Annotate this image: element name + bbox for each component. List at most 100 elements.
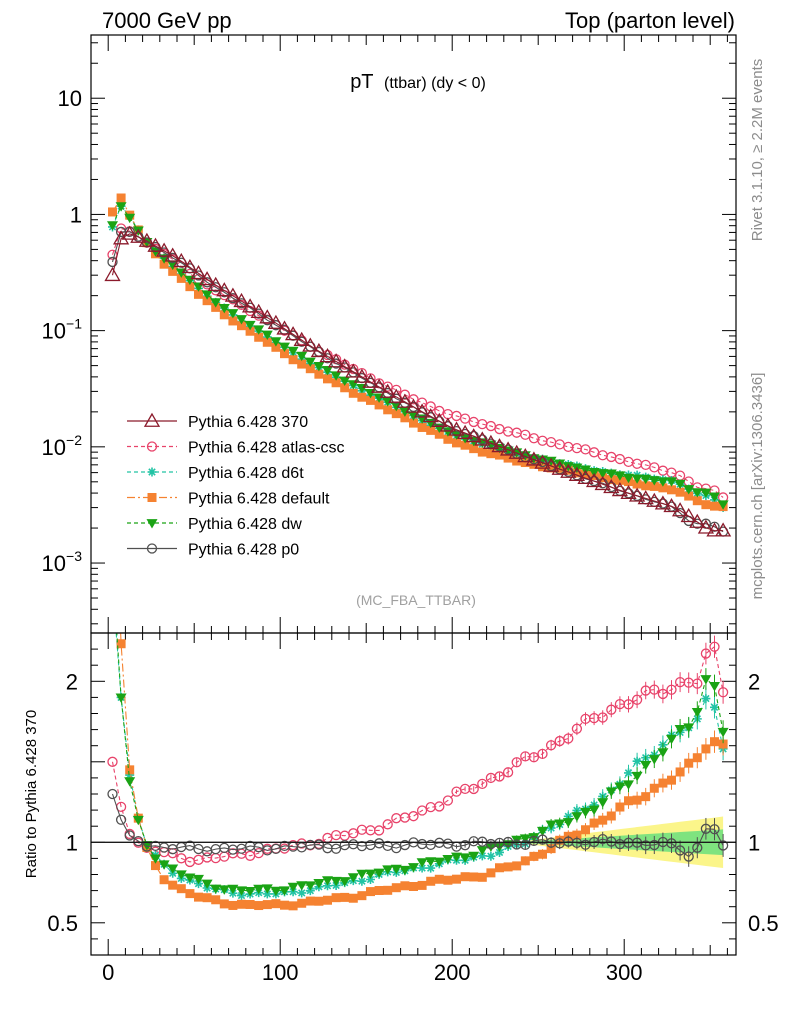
data-point-370 <box>654 495 672 510</box>
data-point-370 <box>611 481 629 497</box>
ratio-point-default <box>581 825 590 835</box>
ratio-point-p0 <box>348 839 359 850</box>
ratio-point-default <box>589 818 599 828</box>
ratio-point-dw <box>356 869 368 880</box>
ratio-point-atlas-csc <box>382 819 393 830</box>
ratio-point-dw <box>365 869 376 880</box>
ratio-point-atlas-csc <box>107 756 118 767</box>
ratio-point-default <box>718 739 728 749</box>
ratio-point-atlas-csc <box>408 811 419 822</box>
data-point-370 <box>345 363 362 378</box>
ratio-point-p0 <box>115 814 127 825</box>
ratio-point-dw <box>132 815 144 826</box>
data-point-370 <box>491 438 508 453</box>
data-point-default <box>254 332 264 342</box>
ratio-point-default <box>116 639 126 649</box>
legend-entry-p0: Pythia 6.428 p0 <box>127 542 299 559</box>
ratio-point-p0 <box>459 840 471 851</box>
data-point-370 <box>517 448 534 463</box>
ratio-point-default <box>348 893 358 903</box>
x-tick-label: 300 <box>606 960 643 985</box>
data-point-370 <box>577 469 594 485</box>
ratio-point-dw <box>623 780 634 790</box>
legend-label: Pythia 6.428 default <box>188 491 330 508</box>
data-point-p0 <box>107 256 118 268</box>
ratio-y-tick-label-right: 0.5 <box>748 911 779 936</box>
legend-marker <box>147 467 157 477</box>
ratio-point-atlas-csc <box>511 757 522 768</box>
ratio-point-dw <box>640 761 652 771</box>
ratio-point-default <box>606 811 616 821</box>
series-370 <box>104 225 732 537</box>
ratio-point-default <box>710 737 719 747</box>
ratio-point-p0 <box>287 841 299 852</box>
ratio-point-d6t <box>125 770 135 780</box>
ratio-point-default <box>641 792 651 802</box>
ratio-point-dw <box>537 826 548 837</box>
ratio-point-dw <box>347 873 359 883</box>
data-point-atlas-csc <box>399 389 411 400</box>
data-point-atlas-csc <box>511 427 522 438</box>
ratio-point-atlas-csc <box>459 783 471 795</box>
ratio-point-default <box>366 887 375 897</box>
data-point-default <box>692 496 702 506</box>
data-point-370 <box>130 228 147 243</box>
ratio-point-default <box>280 900 289 910</box>
ratio-point-atlas-csc <box>717 687 729 698</box>
data-point-default <box>452 438 461 448</box>
ratio-point-atlas-csc <box>330 829 342 841</box>
ratio-point-dw <box>313 879 325 889</box>
data-point-370 <box>689 513 706 528</box>
data-point-default <box>460 440 470 450</box>
data-point-default <box>168 266 178 276</box>
ratio-point-atlas-csc <box>709 641 720 652</box>
data-point-dw <box>648 476 660 486</box>
ratio-point-default <box>443 875 453 885</box>
ratio-point-default <box>692 753 702 763</box>
data-point-default <box>667 485 676 495</box>
ratio-point-dw <box>545 820 557 830</box>
ratio-point-p0 <box>124 830 135 841</box>
data-point-370 <box>646 492 663 507</box>
ratio-point-dw <box>322 876 333 886</box>
main-y-tick-labels: 10 1 10−1 10−2 10−3 <box>42 86 83 576</box>
legend-marker <box>146 543 158 554</box>
data-point-370 <box>336 358 353 373</box>
ratio-point-default <box>374 886 384 896</box>
data-point-p0 <box>537 456 548 468</box>
data-point-default <box>219 310 229 320</box>
main-y-tick-label: 10−1 <box>42 316 83 344</box>
ratio-point-dw <box>279 886 290 896</box>
ratio-point-dw <box>236 886 247 896</box>
ratio-point-dw <box>648 755 660 765</box>
data-point-370 <box>482 434 500 449</box>
ratio-point-atlas-csc <box>545 740 557 751</box>
legend-label: Pythia 6.428 atlas-csc <box>188 440 345 457</box>
ratio-point-d6t <box>486 851 496 861</box>
ratio-point-atlas-csc <box>520 751 531 762</box>
data-point-370 <box>112 230 130 245</box>
ratio-point-dw <box>571 812 583 822</box>
ratio-point-atlas-csc <box>373 825 385 836</box>
data-point-atlas-csc <box>606 451 617 463</box>
ratio-series-atlas-csc <box>107 635 729 868</box>
data-point-default <box>701 500 711 510</box>
process-label: Top (parton level) <box>565 8 735 33</box>
ratio-point-default <box>486 868 496 878</box>
data-point-370 <box>276 320 293 335</box>
ratio-point-d6t <box>323 881 332 891</box>
data-point-default <box>340 383 350 393</box>
data-point-atlas-csc <box>528 433 540 444</box>
ratio-panel-ticks <box>91 633 736 955</box>
ratio-point-default <box>469 872 479 882</box>
ratio-point-dw <box>390 864 402 875</box>
data-point-370 <box>302 337 319 352</box>
ratio-point-default <box>357 891 367 901</box>
data-point-default <box>632 479 642 489</box>
ratio-point-atlas-csc <box>649 684 660 695</box>
ratio-point-default <box>512 861 522 871</box>
ratio-point-dw <box>399 865 411 876</box>
data-point-atlas-csc <box>683 476 694 487</box>
data-point-atlas-csc <box>649 462 660 473</box>
ratio-point-default <box>168 880 178 890</box>
